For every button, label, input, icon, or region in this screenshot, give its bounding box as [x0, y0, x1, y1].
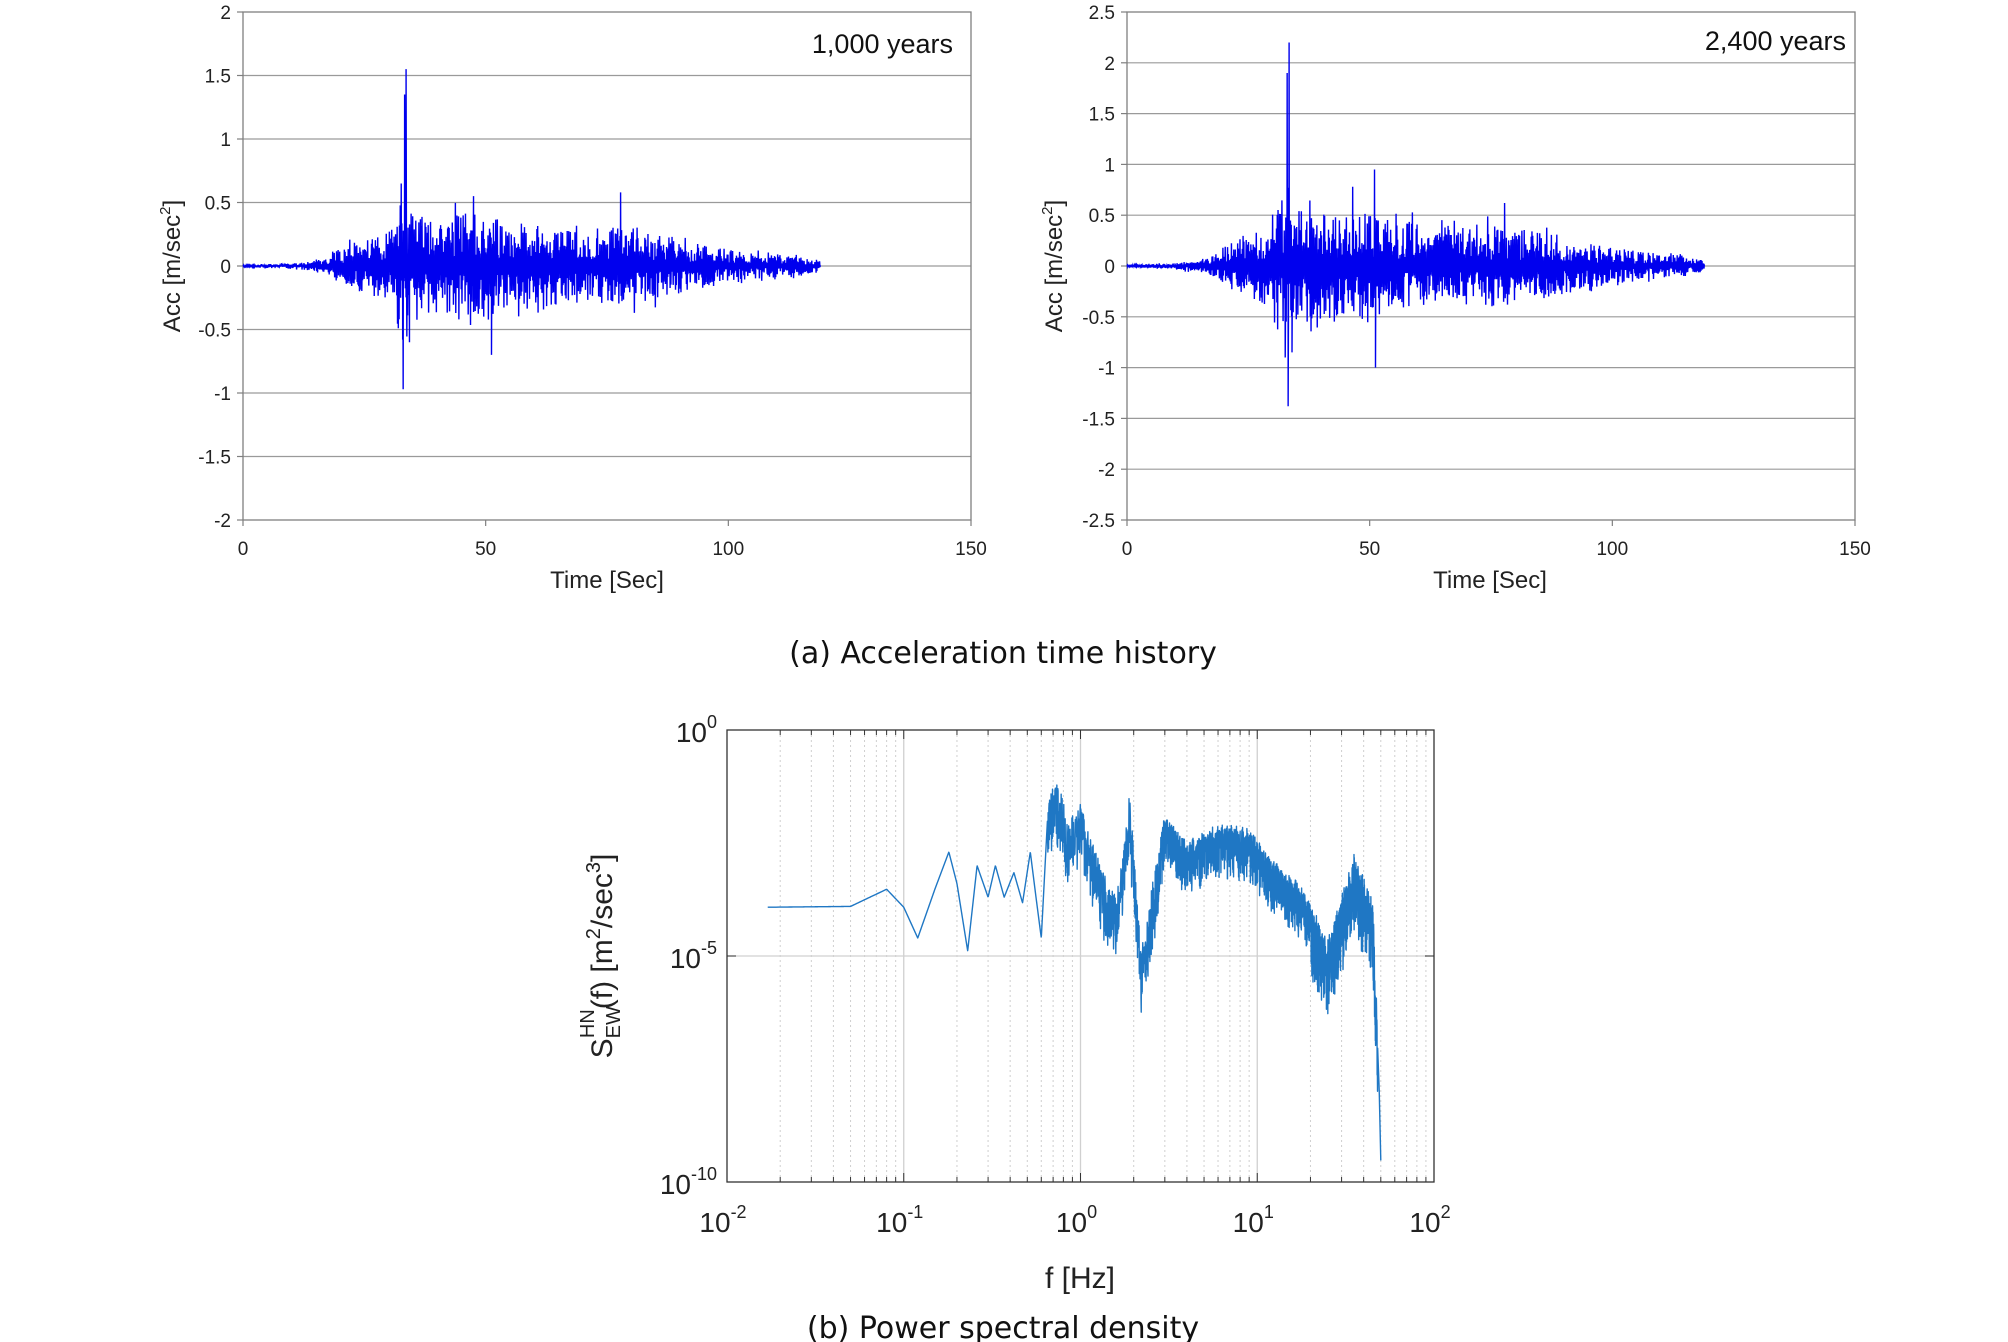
- x-tick-label: 0: [1122, 539, 1133, 560]
- chart2-y-axis-label-sup: 2: [1039, 206, 1056, 214]
- y-tick-label: 1: [1104, 155, 1115, 176]
- y-tick-label: 0: [220, 257, 231, 278]
- chart1-gridlines: [237, 11, 972, 526]
- chart3-y-label-close: ]: [586, 854, 619, 862]
- y-tick-label: -0.5: [1082, 308, 1115, 329]
- chart1-y-axis-label: Acc [m/sec2]: [157, 200, 186, 332]
- chart3-y-label-mid: (f) [m: [586, 939, 619, 1009]
- y-tick-label: -1.5: [198, 448, 231, 469]
- y-tick-label: 1: [220, 130, 231, 151]
- chart-1000-years: -2 -1.5 -1 -0.5 0 0.5 1 1.5 2 0 50 100 150 1,000 ye…: [157, 3, 987, 594]
- y-tick-label: 0.5: [1089, 206, 1115, 227]
- chart-2400-years: -2.5 -2 -1.5 -1 -0.5 0 0.5 1 1.5 2 2.5 0 50 100 150 2…: [1039, 3, 1871, 594]
- chart3-plot-frame: [726, 729, 1435, 1183]
- chart2-y-tick-labels: -2.5 -2 -1.5 -1 -0.5 0 0.5 1 1.5 2 2.5: [1082, 3, 1115, 532]
- chart3-y-axis-label: SEWHN(f) [m2/sec3]: [577, 854, 625, 1059]
- y-tick-label: 0.5: [205, 194, 231, 215]
- x-tick-label: 100: [1056, 1202, 1097, 1238]
- chart3-y-tick-labels: 100 10-5 10-10: [660, 712, 717, 1200]
- y-tick-label: -2.5: [1082, 511, 1115, 532]
- chart1-y-axis-label-sup: 2: [157, 206, 174, 214]
- x-tick-label: 50: [1359, 539, 1380, 560]
- x-tick-label: 100: [712, 539, 744, 560]
- chart3-y-label-s: S: [586, 1038, 619, 1058]
- chart-power-spectral-density: 100 10-5 10-10 10-2 10-1 100 101 102 f [Hz] SE…: [577, 712, 1451, 1295]
- x-tick-label: 0: [238, 539, 249, 560]
- chart1-x-axis-label: Time [Sec]: [550, 567, 664, 594]
- y-tick-label: -2: [214, 511, 231, 532]
- x-tick-label: 150: [955, 539, 987, 560]
- chart3-y-label-per: /sec: [586, 873, 619, 928]
- y-tick-label: 1.5: [205, 67, 231, 88]
- y-tick-label: 0: [1104, 257, 1115, 278]
- chart2-y-axis-label-close: ]: [1041, 200, 1068, 207]
- chart2-annotation: 2,400 years: [1705, 26, 1846, 56]
- y-tick-label: 100: [676, 712, 717, 748]
- x-tick-label: 150: [1839, 539, 1871, 560]
- caption-b: (b) Power spectral density: [807, 1311, 1199, 1342]
- caption-a: (a) Acceleration time history: [789, 636, 1217, 671]
- y-tick-label: -1: [1098, 359, 1115, 380]
- x-tick-label: 10-1: [876, 1202, 923, 1238]
- x-tick-label: 10-2: [699, 1202, 746, 1238]
- chart2-x-tick-labels: 0 50 100 150: [1122, 539, 1871, 560]
- y-tick-label: -0.5: [198, 321, 231, 342]
- chart2-series-line: [1126, 42, 1706, 407]
- chart1-series-line: [242, 69, 822, 390]
- y-tick-label: -1.5: [1082, 409, 1115, 430]
- y-tick-label: 2: [220, 3, 231, 24]
- chart3-y-label-exp2: 2: [583, 928, 605, 939]
- chart2-y-axis-label: Acc [m/sec2]: [1039, 200, 1068, 332]
- x-tick-label: 50: [475, 539, 496, 560]
- chart2-x-axis-label: Time [Sec]: [1433, 567, 1547, 594]
- chart1-y-axis-label-close: ]: [159, 200, 186, 207]
- y-tick-label: 10-10: [660, 1164, 717, 1200]
- chart1-y-axis-label-main: Acc [m/sec: [159, 215, 186, 332]
- y-tick-label: -2: [1098, 460, 1115, 481]
- chart3-y-label-sub: EW: [603, 1006, 625, 1038]
- chart1-annotation: 1,000 years: [812, 29, 953, 59]
- chart2-y-axis-label-main: Acc [m/sec: [1041, 215, 1068, 332]
- chart3-series-line: [767, 784, 1382, 1161]
- chart3-y-label-sup: HN: [577, 1009, 599, 1038]
- chart3-y-label-exp3: 3: [583, 862, 605, 873]
- chart3-x-tick-labels: 10-2 10-1 100 101 102: [699, 1202, 1450, 1238]
- chart1-x-tick-labels: 0 50 100 150: [238, 539, 987, 560]
- y-tick-label: 2.5: [1089, 3, 1115, 24]
- chart3-x-axis-label: f [Hz]: [1045, 1262, 1115, 1295]
- y-tick-label: 2: [1104, 54, 1115, 75]
- x-tick-label: 100: [1596, 539, 1628, 560]
- y-tick-label: 10-5: [670, 938, 717, 974]
- y-tick-label: -1: [214, 384, 231, 405]
- y-tick-label: 1.5: [1089, 105, 1115, 126]
- chart1-y-tick-labels: -2 -1.5 -1 -0.5 0 0.5 1 1.5 2: [198, 3, 231, 532]
- x-tick-label: 101: [1233, 1202, 1274, 1238]
- x-tick-label: 102: [1409, 1202, 1450, 1238]
